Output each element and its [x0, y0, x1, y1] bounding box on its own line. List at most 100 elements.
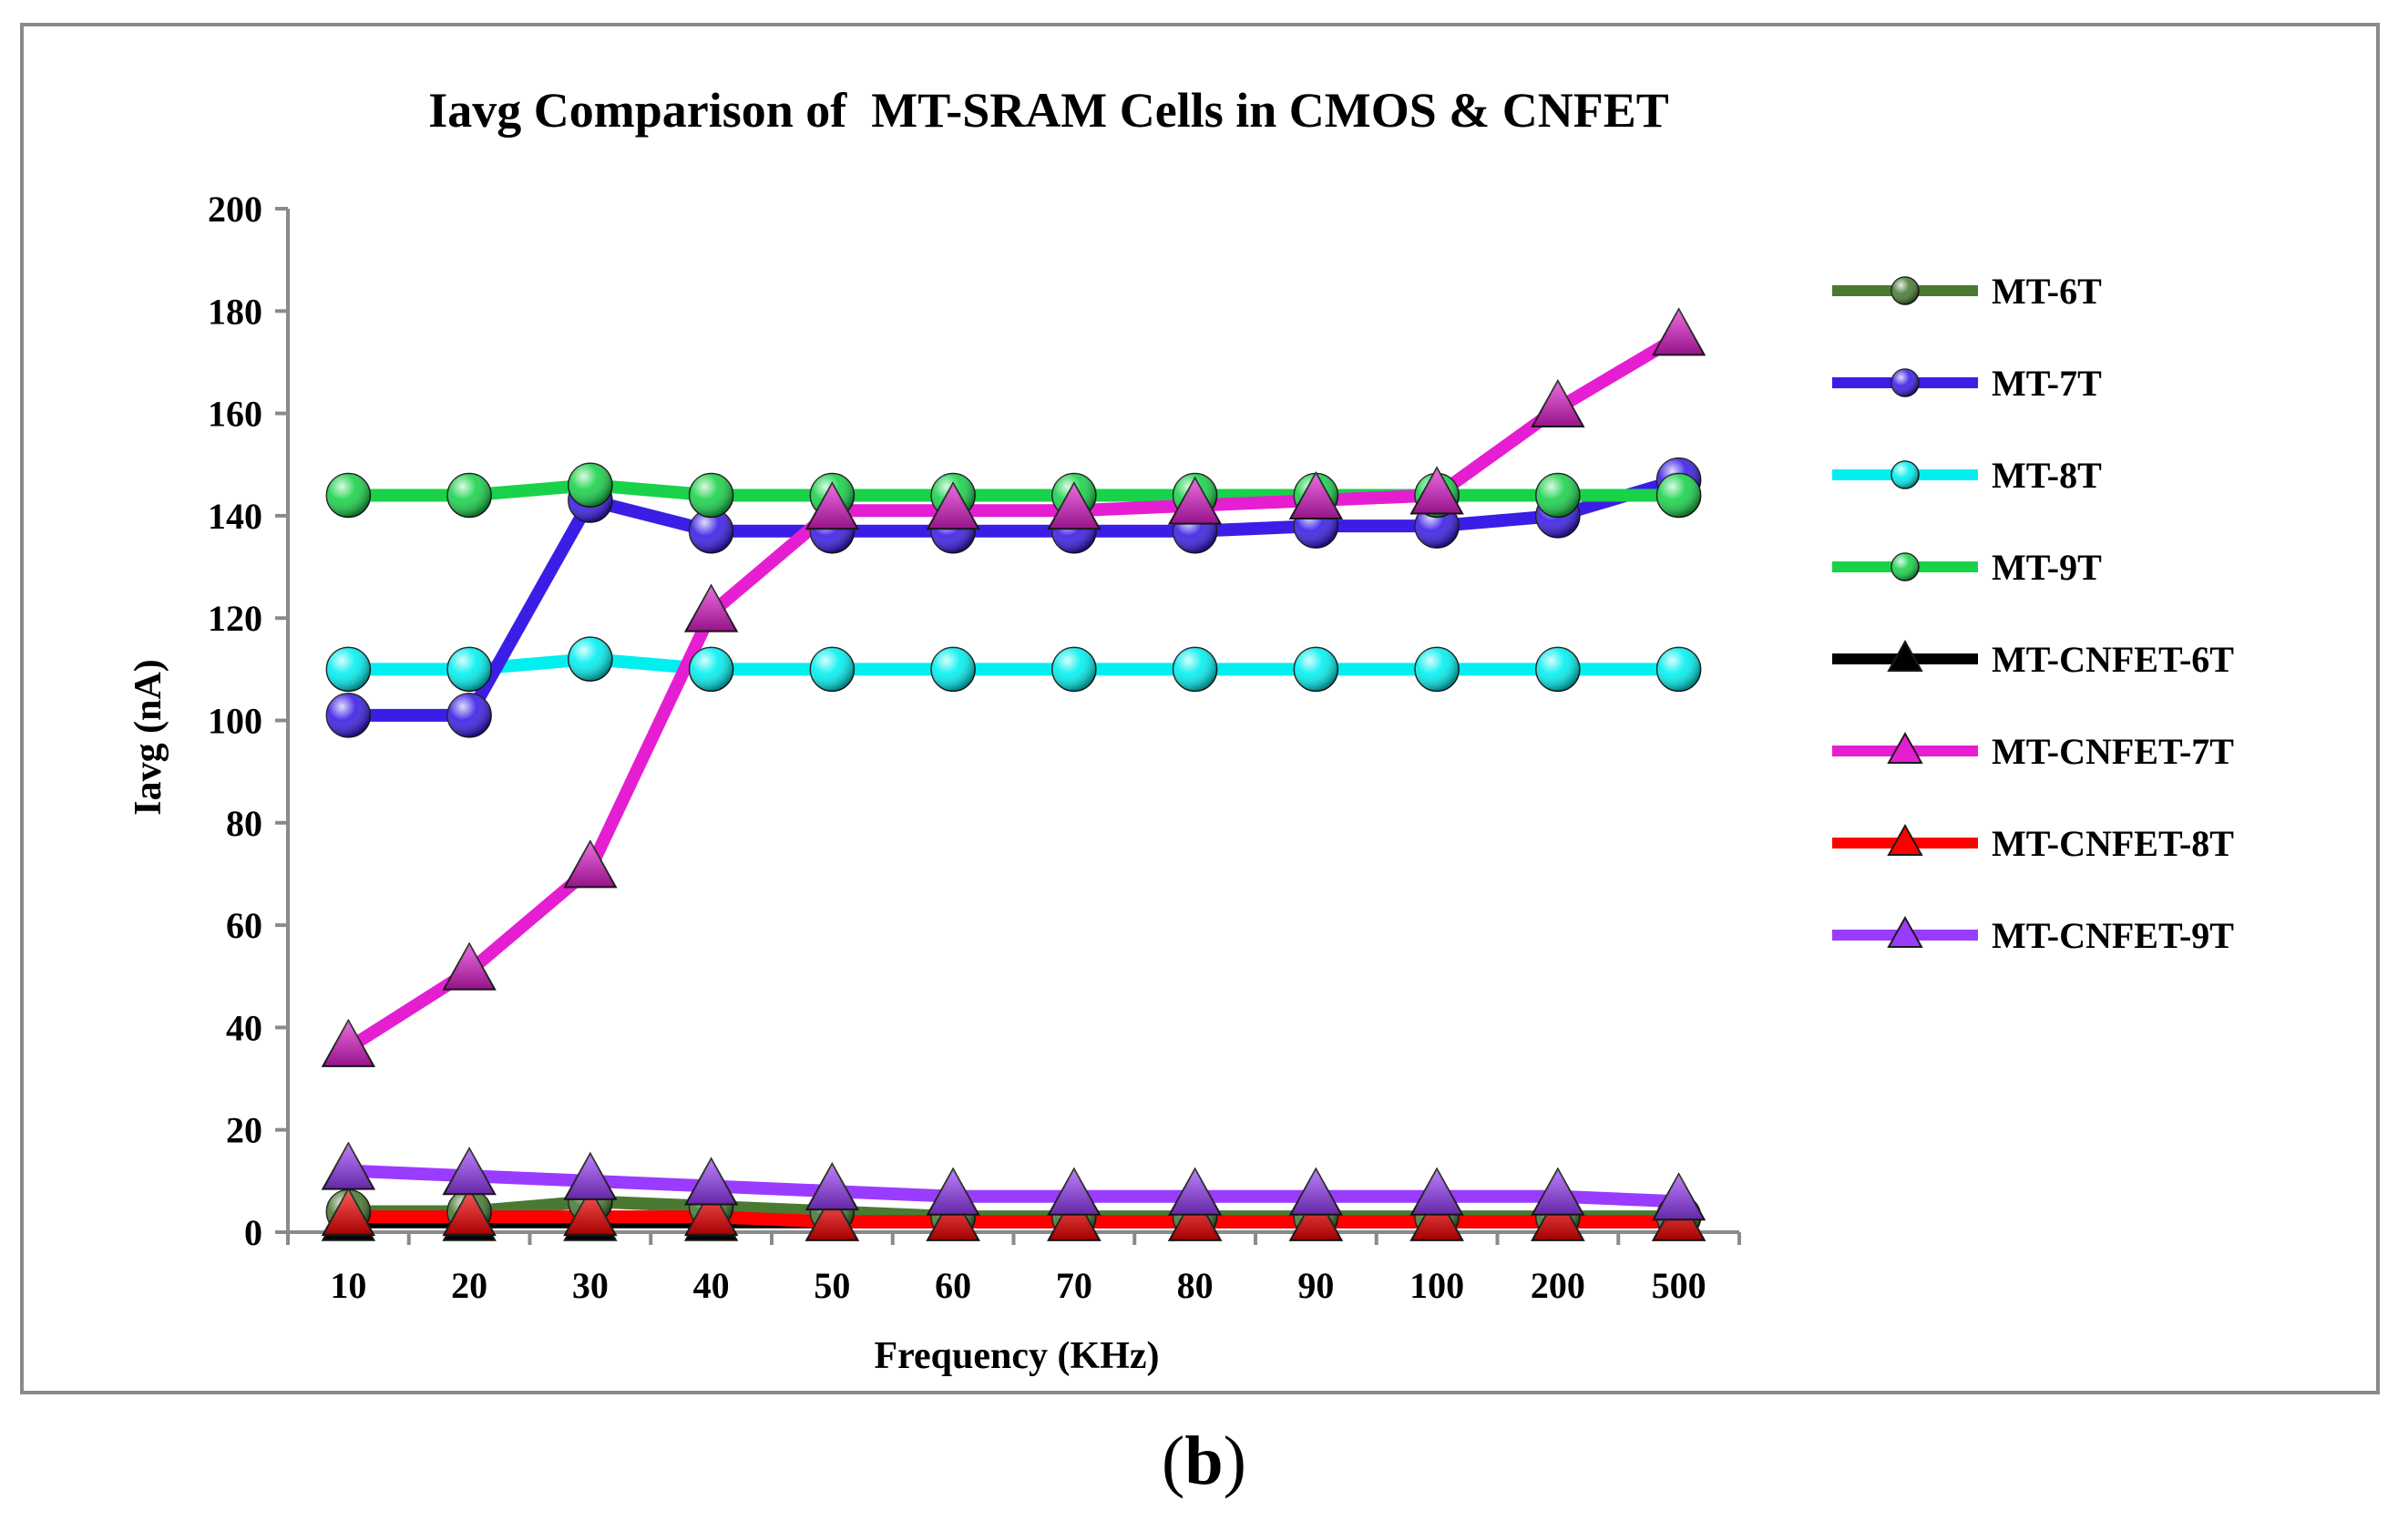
legend-entry: MT-7T: [1832, 363, 2102, 404]
figure-caption: (b): [0, 1422, 2408, 1501]
chart-title: Iavg Comparison of MT-SRAM Cells in CMOS…: [428, 83, 1669, 138]
legend-label: MT-6T: [1992, 271, 2102, 312]
data-point-MT-CNFET-7T-shade: [564, 841, 616, 888]
x-tick-label: 20: [451, 1265, 487, 1306]
data-point-MT-8T-shade: [1415, 647, 1460, 692]
legend-label: MT-8T: [1992, 455, 2102, 496]
data-point-MT-8T-shade: [1294, 647, 1338, 692]
data-point-MT-CNFET-7T-shade: [1411, 468, 1463, 514]
legend-marker-shade: [1891, 461, 1919, 488]
data-point-MT-CNFET-9T-shade: [1532, 1168, 1583, 1215]
x-tick-label: 40: [693, 1265, 730, 1306]
legend-label: MT-CNFET-6T: [1992, 639, 2234, 680]
data-point-MT-CNFET-9T-shade: [806, 1164, 858, 1210]
data-point-MT-CNFET-9T-shade: [323, 1143, 374, 1189]
data-point-MT-9T-shade: [447, 473, 492, 518]
legend-marker: [1887, 639, 1923, 672]
data-point-MT-9T-shade: [1535, 473, 1580, 518]
x-tick-label: 100: [1409, 1265, 1464, 1306]
data-point-MT-8T-shade: [568, 637, 612, 682]
data-point-MT-CNFET-8T-shade: [323, 1189, 374, 1236]
data-point-MT-CNFET-8T-shade: [806, 1194, 858, 1240]
data-point-MT-CNFET-7T-shade: [1169, 478, 1221, 524]
y-tick-label: 80: [226, 803, 262, 844]
series-line-MT-CNFET-8T: [342, 1210, 1686, 1229]
x-tick-label: 50: [814, 1265, 850, 1306]
data-point-MT-7T-shade: [326, 693, 371, 737]
chart-frame: Iavg Comparison of MT-SRAM Cells in CMOS…: [20, 23, 2380, 1394]
y-axis-label: Iavg (nA): [128, 659, 169, 816]
data-point-MT-CNFET-7T-shade: [323, 1020, 374, 1066]
data-point-MT-8T-shade: [1173, 647, 1217, 692]
data-point-MT-CNFET-8T-shade: [685, 1189, 737, 1236]
data-point-MT-9T-shade: [326, 473, 371, 518]
y-tick-label: 0: [244, 1212, 262, 1253]
data-point-MT-CNFET-8T-shade: [1290, 1194, 1342, 1240]
caption-open: (: [1162, 1423, 1185, 1499]
series-line-MT-CNFET-7T: [342, 330, 1686, 1054]
legend-label: MT-CNFET-8T: [1992, 823, 2234, 864]
data-point-MT-9T-shade: [1656, 473, 1701, 518]
data-point-MT-CNFET-9T-shade: [1290, 1168, 1342, 1215]
series-lines: [342, 330, 1686, 1229]
caption-close: ): [1223, 1423, 1246, 1499]
y-tick-label: 160: [208, 394, 262, 435]
data-point-MT-CNFET-9T-shade: [1169, 1168, 1221, 1215]
data-point-MT-CNFET-7T-shade: [1532, 380, 1583, 427]
legend-marker-shade: [1891, 277, 1919, 304]
data-point-MT-CNFET-8T-shade: [1048, 1194, 1100, 1240]
data-point-MT-8T-shade: [447, 647, 492, 692]
data-point-MT-CNFET-9T-shade: [685, 1158, 737, 1205]
axes: 0 20 40 60 80 100 120 140 160 180 200 10 20 30 40 50 60 7…: [208, 189, 1741, 1306]
data-point-MT-CNFET-7T-shade: [927, 483, 979, 530]
data-point-MT-7T-shade: [689, 509, 733, 553]
x-tick-label: 500: [1652, 1265, 1706, 1306]
legend-marker-shade: [1891, 369, 1919, 396]
data-point-MT-8T-shade: [1051, 647, 1096, 692]
y-tick-label: 180: [208, 291, 262, 332]
y-tick-label: 20: [226, 1110, 262, 1151]
data-point-MT-8T-shade: [326, 647, 371, 692]
data-point-MT-CNFET-9T-shade: [564, 1153, 616, 1199]
data-point-MT-CNFET-9T-shade: [444, 1148, 496, 1195]
data-point-MT-CNFET-7T-shade: [1290, 473, 1342, 519]
data-point-MT-9T-shade: [689, 473, 733, 518]
data-point-MT-CNFET-7T-shade: [1653, 309, 1705, 355]
series-line-MT-8T: [342, 653, 1686, 676]
legend-entry: MT-CNFET-7T: [1832, 731, 2234, 772]
x-tick-label: 70: [1056, 1265, 1092, 1306]
legend-entry: MT-CNFET-8T: [1832, 823, 2234, 864]
data-point-MT-8T-shade: [810, 647, 855, 692]
data-point-MT-CNFET-9T-shade: [1411, 1168, 1463, 1215]
legend-entry: MT-CNFET-9T: [1832, 915, 2234, 956]
data-point-MT-7T-shade: [447, 693, 492, 737]
x-tick-label: 10: [330, 1265, 366, 1306]
data-point-MT-CNFET-9T-shade: [1653, 1174, 1705, 1220]
x-tick-label: 200: [1531, 1265, 1585, 1306]
data-point-MT-CNFET-8T-shade: [1532, 1194, 1583, 1240]
y-tick-label: 200: [208, 189, 262, 230]
y-tick-label: 60: [226, 905, 262, 946]
data-point-MT-9T-shade: [568, 463, 612, 508]
data-point-MT-CNFET-7T-shade: [444, 943, 496, 990]
legend-entry: MT-9T: [1832, 547, 2102, 588]
legend-entry: MT-8T: [1832, 455, 2102, 496]
series-line-MT-CNFET-9T: [342, 1164, 1686, 1208]
caption-letter: b: [1184, 1423, 1224, 1499]
legend-entry: MT-6T: [1832, 271, 2102, 312]
data-point-MT-CNFET-9T-shade: [927, 1168, 979, 1215]
data-point-MT-CNFET-8T-shade: [1169, 1194, 1221, 1240]
legend-marker: [1887, 915, 1923, 948]
legend-label: MT-7T: [1992, 363, 2102, 404]
data-point-MT-CNFET-8T-shade: [927, 1194, 979, 1240]
data-point-MT-7T-shade: [1415, 504, 1460, 549]
x-tick-label: 60: [935, 1265, 971, 1306]
legend-label: MT-CNFET-9T: [1992, 915, 2234, 956]
y-tick-label: 140: [208, 496, 262, 537]
data-point-MT-CNFET-9T-shade: [1048, 1168, 1100, 1215]
data-point-MT-CNFET-8T-shade: [1411, 1194, 1463, 1240]
data-point-MT-CNFET-8T-shade: [564, 1189, 616, 1236]
chart: Iavg Comparison of MT-SRAM Cells in CMOS…: [128, 83, 2234, 1377]
x-axis-label: Frequency (KHz): [875, 1335, 1160, 1377]
legend-marker: [1887, 823, 1923, 856]
